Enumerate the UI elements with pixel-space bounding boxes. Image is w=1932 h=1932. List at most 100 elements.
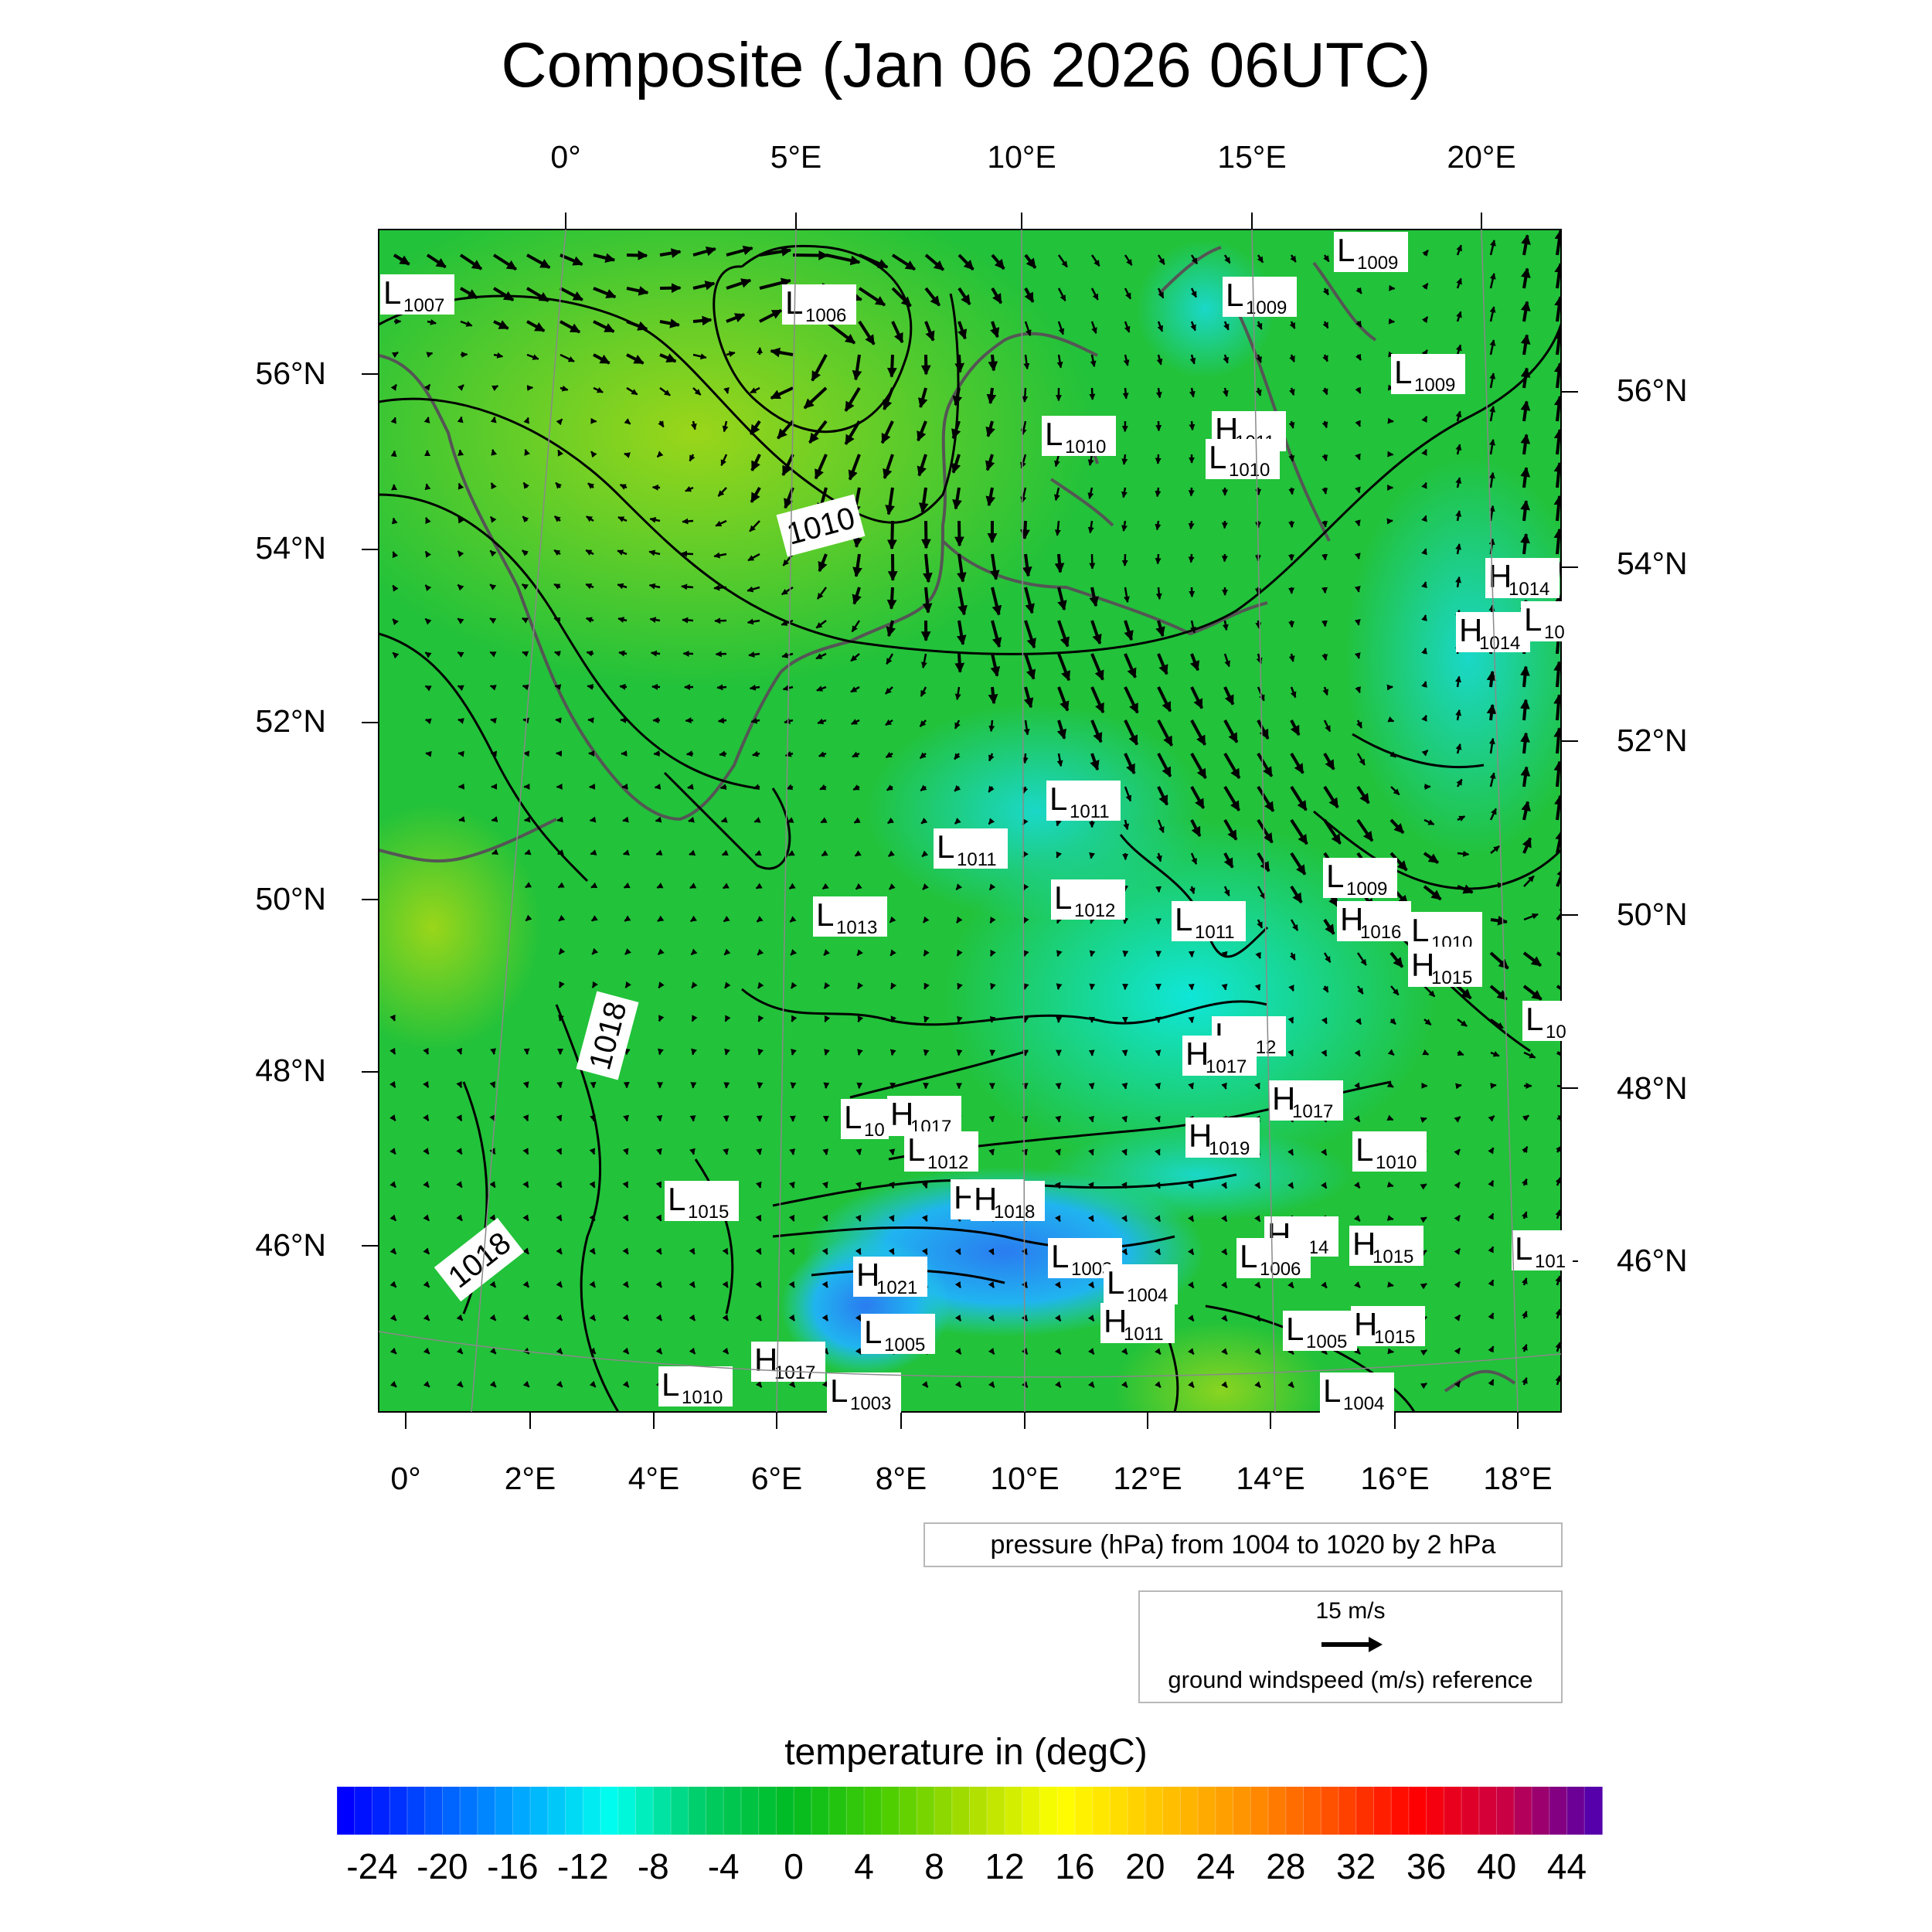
colorbar-cell [969,1787,988,1835]
colorbar-cell [1514,1787,1532,1835]
colorbar-cell [1145,1787,1164,1835]
colorbar-cell [899,1787,917,1835]
colorbar-cell [1391,1787,1410,1835]
pressure-center-low: L 10 [1521,601,1569,643]
pressure-center-letter: L [668,1181,685,1217]
colorbar-cell [1566,1787,1585,1835]
pressure-center-value: 1004 [1343,1393,1384,1414]
colorbar-cell [1004,1787,1023,1835]
colorbar-cell [1057,1787,1076,1835]
colorbar-cell [1074,1787,1094,1835]
pressure-center-low: L 1015 [665,1181,739,1223]
colorbar-cell [600,1787,619,1835]
colorbar-tick-label: 0 [784,1846,804,1886]
pressure-center-value: 1007 [403,295,444,316]
pressure-center-letter: L [1355,1131,1373,1168]
pressure-center-letter: L [1107,1264,1124,1301]
pressure-center-letter: L [1049,781,1067,817]
pressure-center-letter: L [1411,912,1429,948]
pressure-isobars [379,244,1561,1412]
colorbar-tick-label: -24 [346,1846,398,1886]
colorbar-cell [740,1787,760,1835]
pressure-center-value: 1017 [1206,1056,1247,1077]
pressure-center-letter: L [1526,1001,1543,1037]
pressure-center-value: 1005 [884,1335,925,1355]
pressure-center-low: L 1011 [1172,901,1246,943]
pressure-center-value: 1014 [1479,633,1520,654]
bottom-lon-label: 0° [390,1461,421,1496]
pressure-center-value: 1015 [1431,968,1472,988]
colorbar-cell [495,1787,513,1835]
pressure-center-letter: H [974,1181,997,1217]
colorbar-cell [776,1787,794,1835]
colorbar-cell [1584,1787,1603,1835]
colorbar-tick-label: 40 [1477,1846,1517,1886]
map-frame [378,229,1562,1413]
colorbar-tick-label: 24 [1196,1846,1236,1886]
pressure-center-letter: L [1524,601,1542,638]
colorbar-cell [1549,1787,1568,1835]
right-lat-label: 48°N [1617,1070,1688,1106]
colorbar-cell [354,1787,373,1835]
pressure-center-low: L 1007 [380,274,454,316]
pressure-center-letter: L [1175,901,1192,937]
colorbar-cell [1250,1787,1269,1835]
colorbar-cell [1285,1787,1304,1835]
bottom-lon-label: 2°E [504,1461,556,1496]
colorbar-cell [565,1787,583,1835]
colorbar-cell [1180,1787,1199,1835]
pressure-center-markers: L1007L1006L1009L1009L1009L1010H1011L1010… [380,232,1573,1414]
pressure-center-low: L 1005 [1283,1311,1357,1352]
left-lat-label: 56°N [255,355,326,391]
pressure-center-letter: H [1340,901,1363,937]
wind-reference-legend: 15 m/s ground windspeed (m/s) reference [1138,1590,1563,1703]
top-lon-label: 5°E [770,139,822,175]
colorbar-cell [1039,1787,1058,1835]
pressure-center-low: L 1013 [813,896,887,938]
pressure-center-low: L 1010 [1042,416,1116,457]
colorbar-cell [1303,1787,1321,1835]
colorbar-cell [1532,1787,1550,1835]
pressure-center-letter: H [1272,1080,1295,1117]
bottom-lon-label: 6°E [750,1461,803,1496]
pressure-center-value: 1015 [1374,1327,1415,1348]
pressure-center-value: 101 [1535,1251,1566,1272]
right-lat-label: 50°N [1617,896,1688,932]
pressure-center-value: 1011 [1124,1324,1164,1345]
colorbar-cell [1408,1787,1427,1835]
pressure-center-low: L 1009 [1323,858,1397,900]
colorbar-cell [794,1787,812,1835]
colorbar-cell [723,1787,742,1835]
pressure-center-low: L 1006 [782,284,856,326]
colorbar-cell [1110,1787,1128,1835]
pressure-legend: pressure (hPa) from 1004 to 1020 by 2 hP… [923,1522,1563,1567]
pressure-center-letter: H [1352,1226,1376,1262]
pressure-center-low: L 1010 [1352,1131,1427,1173]
right-lat-label: 46°N [1617,1243,1688,1278]
pressure-center-value: 1010 [682,1387,723,1408]
pressure-center-letter: L [1045,416,1063,452]
bottom-lon-label: 4°E [628,1461,680,1496]
colorbar-cell [424,1787,444,1835]
pressure-center-value: 1011 [1070,801,1110,822]
left-lat-label: 50°N [255,881,326,917]
left-lat-label: 46°N [255,1227,326,1263]
colorbar-cell [1215,1787,1234,1835]
pressure-center-value: 1004 [1127,1285,1168,1306]
wind-reference-arrow [1321,1637,1383,1652]
colorbar-tick-label: -12 [557,1846,609,1886]
colorbar-title: temperature in (degC) [784,1732,1148,1773]
bottom-lon-label: 10°E [990,1461,1060,1496]
axis-ticks [362,213,1578,1429]
pressure-center-value: 1011 [1195,922,1235,943]
colorbar-cell [828,1787,847,1835]
pressure-center-letter: L [1515,1230,1532,1267]
colorbar-tick-label: 28 [1266,1846,1306,1886]
pressure-center-low: L 1004 [1104,1264,1178,1306]
